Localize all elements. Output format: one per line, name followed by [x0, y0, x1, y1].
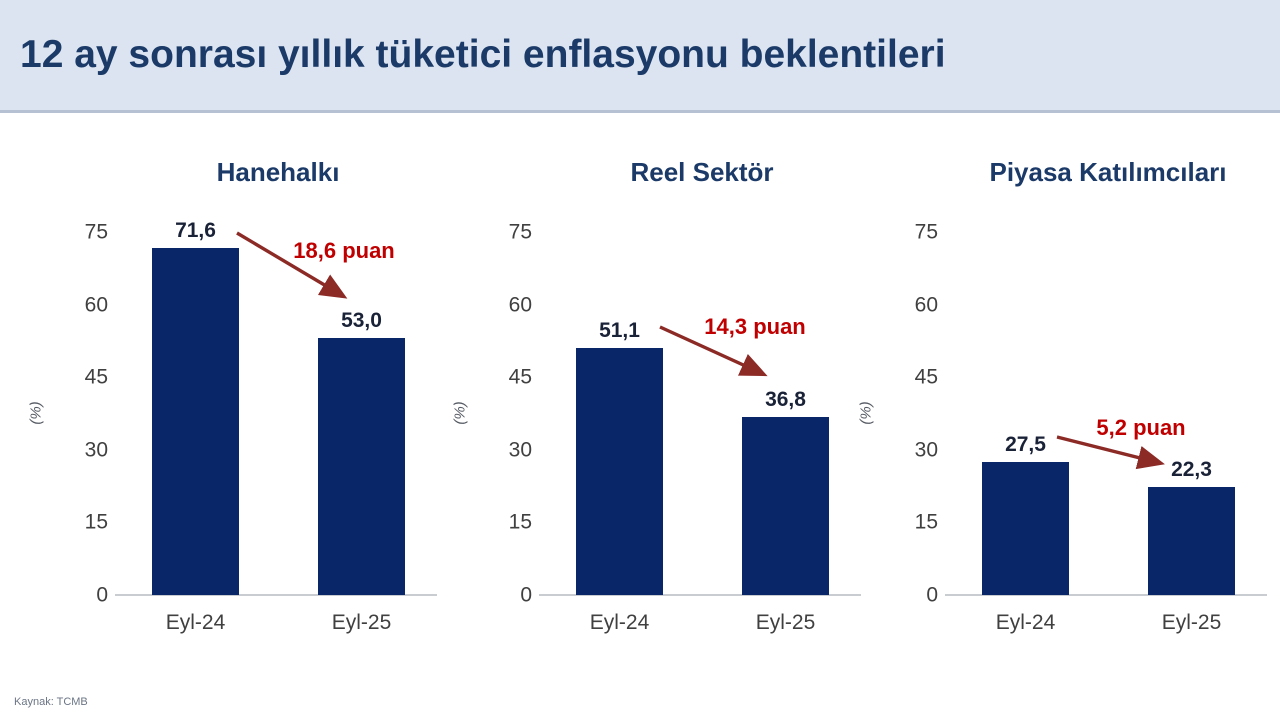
y-axis-tick: 15: [508, 510, 532, 534]
x-axis-line: [945, 594, 1267, 596]
bar-eyl-24: [152, 248, 239, 595]
page-title: 12 ay sonrası yıllık tüketici enflasyonu…: [20, 33, 946, 76]
y-axis-tick: 0: [520, 583, 532, 607]
category-label: Eyl-25: [755, 611, 816, 634]
bar-eyl-24: [982, 461, 1069, 595]
decrease-annotation: 14,3 puan: [704, 314, 806, 339]
x-axis-line: [539, 594, 861, 596]
y-axis-tick: 75: [914, 220, 938, 244]
slide-header: 12 ay sonrası yıllık tüketici enflasyonu…: [0, 0, 1280, 113]
bar-eyl-25: [318, 338, 405, 595]
bar-value-label: 51,1: [599, 318, 640, 342]
source-note: Kaynak: TCMB: [14, 696, 88, 708]
y-axis-tick: 45: [508, 365, 532, 389]
y-axis-tick: 0: [96, 583, 108, 607]
category-label: Eyl-24: [995, 611, 1056, 634]
y-axis-tick: 30: [914, 438, 938, 462]
chart-panel-real-sector: Reel Sektör (%) 0 15 30 45 60 75 51,1 Eyl-24 36,8 E…: [451, 113, 864, 720]
chart-title: Piyasa Katılımcıları: [989, 157, 1227, 187]
y-axis-tick: 75: [508, 220, 532, 244]
decrease-annotation: 5,2 puan: [1096, 415, 1186, 440]
y-axis-tick: 60: [914, 293, 938, 317]
y-axis-unit-label: (%): [27, 401, 45, 425]
y-axis-tick: 75: [84, 220, 108, 244]
bar-eyl-25: [1148, 487, 1235, 595]
chart-panel-market-participants: Piyasa Katılımcıları (%) 0 15 30 45 60 75 27,5 Ey…: [857, 113, 1270, 720]
bar-value-label: 22,3: [1171, 458, 1212, 482]
y-axis-tick: 60: [84, 293, 108, 317]
chart-title: Reel Sektör: [630, 157, 774, 187]
y-axis-tick: 15: [914, 510, 938, 534]
bar-value-label: 36,8: [765, 387, 806, 411]
category-label: Eyl-24: [165, 611, 226, 634]
bar-eyl-24: [576, 347, 663, 595]
y-axis-tick: 60: [508, 293, 532, 317]
y-axis-unit-label: (%): [451, 401, 469, 425]
decrease-annotation: 18,6 puan: [293, 238, 395, 263]
x-axis-line: [115, 594, 437, 596]
bar-value-label: 71,6: [175, 219, 216, 243]
bar-value-label: 53,0: [341, 309, 382, 333]
y-axis-tick: 30: [84, 438, 108, 462]
charts-area: Hanehalkı (%) 0 15 30 45 60 75 71,6 Eyl-24 53,0 Eyl…: [0, 113, 1280, 720]
y-axis-unit-label: (%): [857, 401, 875, 425]
category-label: Eyl-25: [1161, 611, 1222, 634]
chart-panel-households: Hanehalkı (%) 0 15 30 45 60 75 71,6 Eyl-24 53,0 Eyl…: [27, 113, 440, 720]
y-axis-tick: 0: [926, 583, 938, 607]
bar-value-label: 27,5: [1005, 432, 1046, 456]
category-label: Eyl-25: [331, 611, 392, 634]
category-label: Eyl-24: [589, 611, 650, 634]
y-axis-tick: 45: [914, 365, 938, 389]
y-axis-tick: 45: [84, 365, 108, 389]
bar-eyl-25: [742, 416, 829, 595]
y-axis-tick: 15: [84, 510, 108, 534]
y-axis-tick: 30: [508, 438, 532, 462]
chart-title: Hanehalkı: [216, 157, 340, 187]
